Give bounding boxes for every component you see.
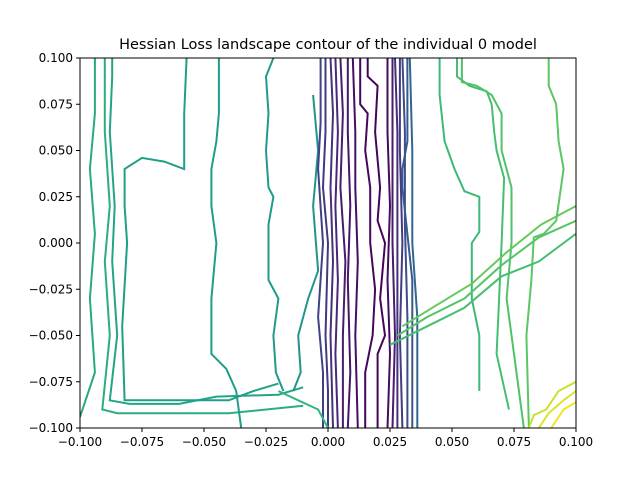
x-tick-label: 0.075 bbox=[497, 435, 531, 449]
contour-line-20 bbox=[401, 58, 409, 428]
contour-line-31 bbox=[527, 380, 576, 428]
x-tick-label: −0.075 bbox=[120, 435, 164, 449]
x-tick-label: −0.050 bbox=[182, 435, 226, 449]
contour-line-13 bbox=[351, 58, 359, 428]
contour-line-8 bbox=[321, 58, 330, 428]
y-tick-label: 0.100 bbox=[39, 51, 73, 65]
x-tick-label: 0.025 bbox=[373, 435, 407, 449]
contour-line-19 bbox=[398, 58, 404, 428]
y-axis: −0.100 −0.075 −0.050 −0.025 0.000 0.025 0.050 0… bbox=[29, 51, 80, 435]
contour-line-30 bbox=[401, 205, 576, 328]
y-tick-label: 0.025 bbox=[39, 190, 73, 204]
contour-line-28 bbox=[389, 232, 576, 346]
contour-line-4 bbox=[210, 58, 243, 428]
x-tick-label: −0.100 bbox=[58, 435, 102, 449]
contour-line-32 bbox=[537, 390, 576, 428]
contour-line-22 bbox=[408, 58, 419, 428]
y-tick-label: −0.025 bbox=[29, 282, 73, 296]
contour-lines bbox=[80, 58, 576, 428]
contour-line-26 bbox=[525, 58, 565, 428]
contour-line-25 bbox=[460, 58, 525, 428]
contour-line-33 bbox=[550, 401, 576, 428]
y-tick-label: 0.000 bbox=[39, 236, 73, 250]
contour-line-27 bbox=[277, 390, 329, 428]
contour-line-2 bbox=[108, 58, 304, 405]
contour-line-11 bbox=[339, 58, 347, 428]
contour-line-1 bbox=[101, 58, 304, 415]
x-axis: −0.100 −0.075 −0.050 −0.025 0.000 0.025 0.050 0… bbox=[58, 428, 593, 449]
y-tick-label: −0.100 bbox=[29, 421, 73, 435]
contour-line-3 bbox=[121, 58, 279, 402]
y-tick-label: 0.075 bbox=[39, 97, 73, 111]
y-tick-label: 0.050 bbox=[39, 144, 73, 158]
contour-line-7 bbox=[317, 58, 325, 428]
contour-line-21 bbox=[401, 58, 414, 428]
y-tick-label: −0.075 bbox=[29, 375, 73, 389]
contour-line-12 bbox=[346, 58, 352, 428]
x-tick-label: 0.050 bbox=[435, 435, 469, 449]
contour-line-6 bbox=[292, 94, 320, 392]
contour-line-0 bbox=[80, 58, 96, 418]
contour-line-14 bbox=[359, 58, 377, 428]
contour-line-9 bbox=[329, 58, 335, 428]
contour-line-15 bbox=[366, 58, 387, 428]
contour-line-5 bbox=[264, 58, 285, 392]
y-tick-label: −0.050 bbox=[29, 329, 73, 343]
x-tick-label: 0.100 bbox=[559, 435, 593, 449]
x-tick-label: 0.000 bbox=[311, 435, 345, 449]
contour-line-23 bbox=[438, 58, 481, 391]
contour-line-17 bbox=[391, 58, 397, 428]
x-tick-label: −0.025 bbox=[244, 435, 288, 449]
chart-title: Hessian Loss landscape contour of the in… bbox=[119, 37, 537, 53]
contour-line-16 bbox=[386, 58, 392, 428]
contour-line-10 bbox=[334, 58, 339, 428]
contour-line-29 bbox=[396, 219, 576, 337]
